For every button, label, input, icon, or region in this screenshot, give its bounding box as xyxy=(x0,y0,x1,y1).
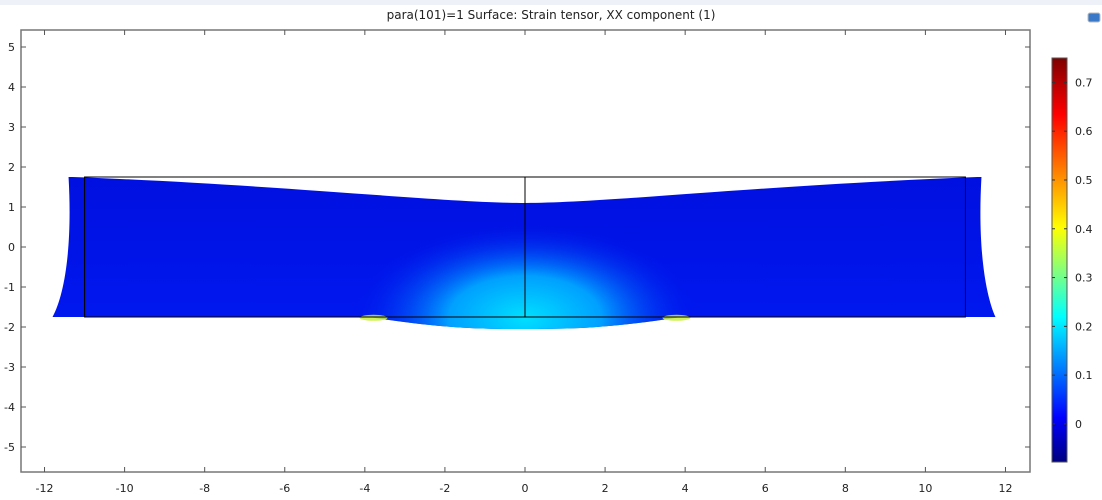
colorbar-tick-label: 0.2 xyxy=(1075,320,1093,333)
x-tick-label: -4 xyxy=(359,482,370,495)
image-icon xyxy=(1087,12,1101,23)
y-tick-label: -4 xyxy=(4,401,15,414)
colorbar xyxy=(1051,57,1068,463)
y-tick-label: -2 xyxy=(4,321,15,334)
colorbar-tick-label: 0.6 xyxy=(1075,125,1093,138)
x-tick-label: -6 xyxy=(279,482,290,495)
x-tick-label: 10 xyxy=(918,482,932,495)
colorbar-tick-label: 0.4 xyxy=(1075,223,1093,236)
y-tick-label: 0 xyxy=(8,241,15,254)
y-tick-label: -5 xyxy=(4,441,15,454)
x-tick-label: 12 xyxy=(998,482,1012,495)
y-tick-label: -3 xyxy=(4,361,15,374)
colorbar-tick-label: 0.5 xyxy=(1075,174,1093,187)
x-tick-label: -8 xyxy=(199,482,210,495)
y-tick-label: 3 xyxy=(8,121,15,134)
x-tick-label: 4 xyxy=(682,482,689,495)
x-tick-label: -10 xyxy=(116,482,134,495)
strain-hotspot-edge xyxy=(662,314,691,321)
strain-hotspot-center xyxy=(52,177,996,329)
plot-title: para(101)=1 Surface: Strain tensor, XX c… xyxy=(386,8,716,22)
x-tick-label: 6 xyxy=(762,482,769,495)
y-tick-label: 4 xyxy=(8,81,15,94)
x-tick-label: -12 xyxy=(36,482,54,495)
y-tick-label: 1 xyxy=(8,201,15,214)
y-tick-label: 5 xyxy=(8,41,15,54)
x-tick-label: 2 xyxy=(602,482,609,495)
y-tick-label: -1 xyxy=(4,281,15,294)
y-tick-label: 2 xyxy=(8,161,15,174)
toolbar-strip xyxy=(0,0,1102,5)
colorbar-tick-label: 0.1 xyxy=(1075,369,1093,382)
colorbar-tick-label: 0.7 xyxy=(1075,76,1093,89)
x-tick-label: 0 xyxy=(522,482,529,495)
strain-hotspot-edge xyxy=(359,314,388,321)
colorbar-tick-label: 0 xyxy=(1075,418,1082,431)
x-tick-label: -2 xyxy=(439,482,450,495)
x-tick-label: 8 xyxy=(842,482,849,495)
colorbar-tick-label: 0.3 xyxy=(1075,272,1093,285)
